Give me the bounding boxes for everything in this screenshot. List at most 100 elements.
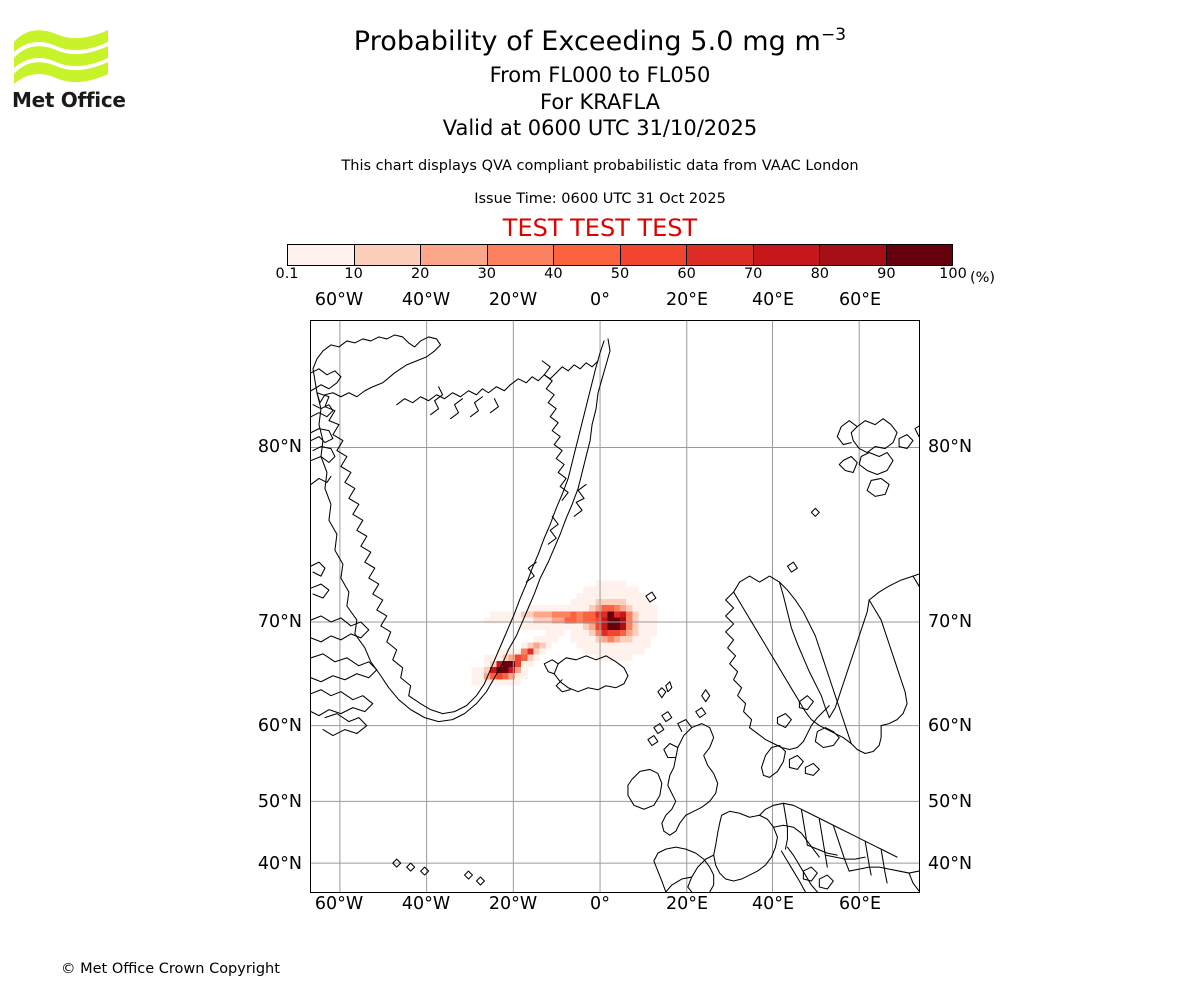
ash-cell	[601, 605, 608, 612]
ash-cell	[632, 611, 639, 618]
ash-cell	[545, 611, 553, 618]
ash-cell	[613, 648, 620, 655]
ash-cell	[471, 666, 478, 674]
ash-cell	[619, 605, 627, 612]
ash-cell	[545, 605, 553, 612]
lat-label-right-50°N: 50°N	[928, 792, 973, 812]
ash-cell	[502, 654, 509, 661]
ash-cell	[632, 599, 639, 606]
ash-cell	[589, 636, 596, 643]
ash-cell	[619, 648, 627, 655]
ash-cell	[595, 648, 602, 655]
ash-cell	[595, 642, 602, 649]
ash-cell	[576, 642, 583, 649]
ash-cell	[496, 611, 503, 618]
ash-cell	[514, 648, 522, 655]
ash-cell	[533, 605, 540, 612]
ash-cell	[607, 605, 614, 612]
ash-cell	[576, 629, 583, 637]
met-office-logo	[12, 22, 112, 117]
ash-cell	[626, 592, 633, 600]
ash-cell	[527, 617, 534, 624]
ash-cell	[490, 654, 497, 661]
ash-cell	[508, 654, 515, 661]
ash-cell	[607, 592, 614, 600]
ash-cell	[570, 599, 577, 606]
ash-cell	[477, 666, 485, 674]
lon-label-top-20°W: 20°W	[488, 290, 538, 310]
ash-cell	[582, 617, 590, 624]
ash-cell	[644, 605, 651, 612]
ash-cell	[626, 586, 633, 593]
ash-cell	[650, 623, 658, 630]
ash-cell	[644, 629, 651, 637]
ash-cell	[607, 611, 614, 618]
ash-cell	[552, 617, 559, 624]
lat-label-right-80°N: 80°N	[928, 437, 973, 457]
met-office-wordmark: Met Office	[12, 88, 126, 112]
volcano-subtitle: For KRAFLA	[540, 90, 660, 114]
ash-cell	[564, 623, 571, 630]
ash-cell	[490, 673, 497, 680]
ash-cell	[508, 648, 515, 655]
ash-cell	[496, 654, 503, 661]
lon-label-top-60°E: 60°E	[838, 290, 882, 310]
ash-cell	[564, 605, 571, 612]
ash-cell	[570, 623, 577, 630]
ash-cell	[613, 586, 620, 593]
ash-cell	[638, 617, 645, 624]
ash-cell	[632, 605, 639, 612]
ash-cell	[496, 679, 503, 686]
ash-cell	[471, 679, 478, 686]
ash-cell	[626, 648, 633, 655]
ash-cell	[484, 654, 491, 661]
ash-cell	[595, 636, 602, 643]
ash-cell	[613, 629, 620, 637]
ash-cell	[589, 623, 596, 630]
ash-cell	[514, 654, 522, 661]
ash-cell	[650, 605, 658, 612]
colorbar-tick-60: 60	[677, 266, 696, 282]
ash-cell	[626, 636, 633, 643]
ash-cell	[521, 617, 528, 624]
colorbar-segment-0	[288, 245, 354, 265]
ash-cell	[582, 629, 590, 637]
test-banner: TEST TEST TEST	[502, 214, 698, 242]
ash-cell	[601, 636, 608, 643]
ash-cell	[570, 605, 577, 612]
ash-cell	[527, 654, 534, 661]
ash-cell	[552, 629, 559, 637]
ash-cell	[607, 629, 614, 637]
lon-label-top-40°E: 40°E	[751, 290, 795, 310]
ash-cell	[644, 642, 651, 649]
colorbar-tick-80: 80	[810, 266, 830, 282]
copyright-notice: © Met Office Crown Copyright	[61, 961, 280, 977]
lat-label-right-60°N: 60°N	[928, 716, 973, 736]
ash-cell	[527, 605, 534, 612]
colorbar-tick-70: 70	[743, 266, 763, 282]
ash-cell	[576, 636, 583, 643]
ash-cell	[576, 611, 583, 618]
ash-cell	[626, 654, 633, 661]
ash-cell	[564, 617, 571, 624]
ash-cell	[619, 629, 627, 637]
ash-cell	[527, 660, 534, 667]
colorbar-segment-3	[486, 245, 553, 265]
page-title-exponent: −3	[820, 25, 847, 45]
lon-label-bottom-60°W: 60°W	[314, 894, 364, 914]
ash-cell	[638, 599, 645, 606]
ash-cell	[638, 592, 645, 600]
colorbar-segment-9	[885, 245, 952, 265]
lat-label-left-80°N: 80°N	[257, 437, 302, 457]
ash-cell	[521, 642, 528, 649]
lon-label-top-60°W: 60°W	[314, 290, 364, 310]
ash-cell	[601, 586, 608, 593]
ash-cell	[595, 611, 602, 618]
ash-cell	[644, 623, 651, 630]
ash-cell	[484, 660, 491, 667]
ash-cell	[613, 642, 620, 649]
ash-cell	[595, 617, 602, 624]
ash-cell	[613, 636, 620, 643]
colorbar-gradient	[287, 244, 953, 266]
ash-cell	[582, 605, 590, 612]
